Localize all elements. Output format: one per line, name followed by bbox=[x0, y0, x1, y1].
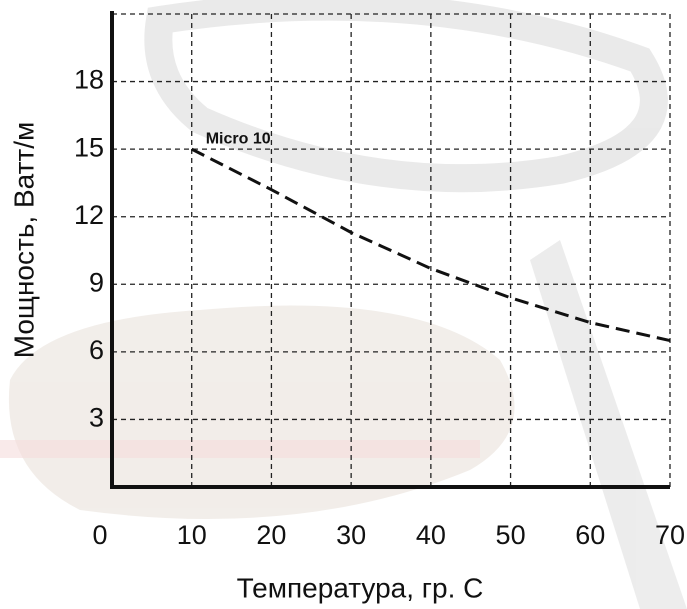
x-tick-label: 60 bbox=[575, 520, 605, 550]
y-tick-label: 9 bbox=[89, 267, 104, 297]
y-tick-label: 6 bbox=[89, 335, 104, 365]
x-tick-label: 70 bbox=[655, 520, 685, 550]
x-tick-label: 40 bbox=[416, 520, 446, 550]
y-tick-label: 12 bbox=[74, 200, 104, 230]
y-tick-label: 3 bbox=[89, 403, 104, 433]
x-tick-label: 0 bbox=[92, 520, 107, 550]
x-tick-label: 20 bbox=[256, 520, 286, 550]
series-label: Micro 10 bbox=[206, 130, 271, 147]
x-tick-label: 50 bbox=[496, 520, 526, 550]
y-tick-label: 15 bbox=[74, 132, 104, 162]
line bbox=[191, 147, 671, 343]
y-tick-label: 18 bbox=[74, 65, 104, 95]
y-axis-title: Мощность, Ватт/м bbox=[8, 122, 39, 359]
x-tick-label: 10 bbox=[177, 520, 207, 550]
x-axis-title: Температура, гр. С bbox=[237, 572, 484, 603]
x-tick-label: 30 bbox=[336, 520, 366, 550]
